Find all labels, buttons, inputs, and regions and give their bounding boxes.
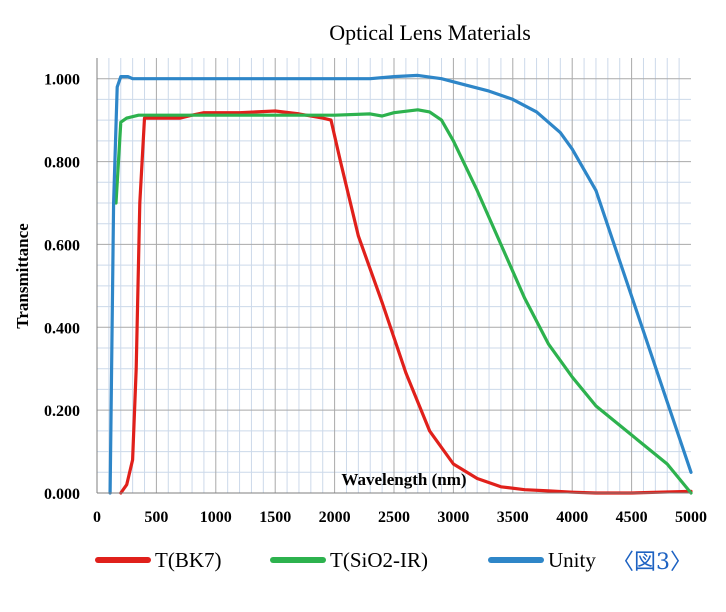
x-tick-label: 4000 — [556, 509, 588, 526]
y-tick-label: 0.800 — [44, 155, 80, 172]
line-chart: Optical Lens Materials 0 500 1000 1500 2000 2… — [13, 20, 707, 526]
legend-item-sio2-ir: T(SiO2-IR) — [270, 540, 428, 580]
series-line-unity — [108, 73, 693, 495]
x-tick-label: 0 — [93, 509, 101, 526]
x-tick-label: 3500 — [497, 509, 529, 526]
chart-legend: T(BK7) T(SiO2-IR) Unity — [0, 540, 726, 580]
x-tick-label: 500 — [144, 509, 168, 526]
legend-swatch-sio2-ir — [270, 557, 326, 563]
y-axis-label: Transmittance — [13, 223, 32, 329]
x-tick-label: 5000 — [675, 509, 707, 526]
y-tick-label: 0.600 — [44, 237, 80, 254]
major-gridlines — [97, 58, 691, 493]
series-line-t-bk7 — [119, 109, 693, 495]
y-tick-label: 0.200 — [44, 403, 80, 420]
x-tick-label: 2000 — [319, 509, 351, 526]
series-lines — [108, 73, 693, 495]
legend-item-bk7: T(BK7) — [95, 540, 222, 580]
y-tick-label: 1.000 — [44, 72, 80, 89]
y-tick-label: 0.400 — [44, 320, 80, 337]
chart-title: Optical Lens Materials — [329, 20, 531, 45]
legend-item-unity: Unity — [488, 540, 596, 580]
legend-swatch-bk7 — [95, 557, 151, 563]
x-tick-label: 1500 — [259, 509, 291, 526]
x-tick-label: 4500 — [616, 509, 648, 526]
x-tick-label: 1000 — [200, 509, 232, 526]
x-tick-labels: 0 500 1000 1500 2000 2500 3000 3500 4000 4500 5000 — [93, 509, 707, 526]
legend-label-unity: Unity — [548, 547, 596, 572]
x-tick-label: 2500 — [378, 509, 410, 526]
y-tick-labels: 0.000 0.200 0.400 0.600 0.800 1.000 — [44, 72, 80, 503]
axis-frame — [96, 58, 691, 494]
figure-number-label: 〈図3〉 — [612, 550, 692, 575]
legend-swatch-unity — [488, 557, 544, 563]
legend-label-sio2-ir: T(SiO2-IR) — [330, 547, 428, 572]
series-line-t-sio2-ir — [114, 108, 693, 495]
legend-label-bk7: T(BK7) — [155, 547, 222, 572]
y-tick-label: 0.000 — [44, 486, 80, 503]
x-axis-label: Wavelength (nm) — [341, 470, 466, 489]
x-tick-label: 3000 — [437, 509, 469, 526]
